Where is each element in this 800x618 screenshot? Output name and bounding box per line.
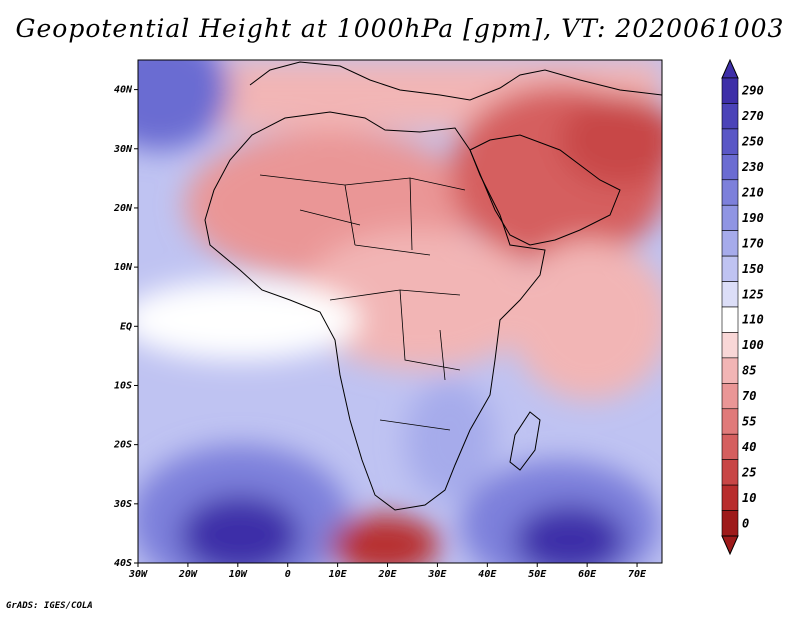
lon-tick-label: 40E	[478, 569, 497, 580]
field-iran-low	[560, 95, 662, 185]
lon-tick-label: 10W	[229, 569, 248, 580]
colorbar-label: 230	[741, 160, 764, 174]
field-indian-high-core	[515, 505, 625, 563]
colorbar-label: 55	[742, 415, 756, 429]
lon-tick-label: 70E	[628, 569, 647, 580]
field-southern-africa	[405, 380, 495, 500]
border-lines	[259, 174, 466, 431]
lon-tick-label: 20E	[377, 569, 397, 580]
colorbar-swatch	[721, 154, 739, 181]
colorbar-swatch	[721, 77, 739, 104]
colorbar-swatch	[721, 204, 739, 231]
colorbar-label: 25	[741, 465, 756, 479]
colorbar-label: 10	[742, 491, 756, 505]
colorbar-swatch	[721, 332, 739, 359]
colorbar-label: 40	[742, 440, 756, 454]
lat-tick-label: EQ	[120, 321, 132, 332]
lat-tick-label: 30N	[113, 144, 133, 155]
colorbar-swatch	[721, 255, 739, 282]
lat-tick-label: 10S	[114, 380, 132, 391]
colorbar-swatch	[721, 179, 739, 206]
madagascar-coastline	[509, 411, 541, 471]
colorbar-swatch	[721, 408, 739, 435]
colorbar-swatch	[721, 357, 739, 384]
colorbar-label: 100	[742, 338, 764, 352]
colorbar-swatch	[721, 281, 739, 308]
colorbar: 2902702502302101901701501251101008570554…	[721, 58, 764, 556]
lon-tick-label: 30E	[427, 569, 447, 580]
field-equator-white	[138, 280, 360, 360]
colorbar-swatch	[721, 383, 739, 410]
colorbar-label: 290	[741, 84, 764, 98]
europe-coastline	[249, 61, 662, 101]
colorbar-label: 270	[741, 109, 764, 123]
colorbar-swatch	[721, 484, 739, 511]
height-field	[138, 60, 662, 563]
colorbar-swatch	[721, 306, 739, 333]
colorbar-swatch	[721, 230, 739, 257]
lat-tick-label: 30S	[113, 499, 132, 510]
lat-tick-label: 40N	[114, 85, 133, 96]
lon-tick-label: 60E	[578, 569, 597, 580]
colorbar-label: 85	[742, 364, 756, 378]
lon-tick-label: 30W	[128, 569, 148, 580]
lon-tick-label: 0	[285, 569, 291, 580]
field-central-africa	[300, 230, 540, 370]
colorbar-swatch	[721, 103, 739, 130]
colorbar-swatch	[721, 510, 739, 537]
colorbar-label: 210	[741, 186, 764, 200]
lat-tick-label: 40S	[114, 558, 132, 569]
coastlines	[204, 61, 662, 511]
colorbar-label: 110	[742, 313, 764, 327]
field-atlantic-high-core	[180, 495, 300, 563]
lon-tick-label: 10E	[329, 569, 348, 580]
africa-coastline	[204, 111, 546, 511]
field-azores-high	[138, 60, 230, 150]
colorbar-label: 250	[741, 135, 764, 149]
colorbar-label: 70	[742, 389, 756, 403]
colorbar-label: 0	[742, 516, 749, 530]
grads-credit: GrADS: IGES/COLA	[6, 601, 93, 611]
map-title: Geopotential Height at 1000hPa [gpm], VT…	[15, 14, 785, 43]
lon-tick-label: 50E	[528, 569, 547, 580]
colorbar-top-arrow	[721, 58, 739, 79]
lat-tick-label: 20N	[113, 203, 133, 214]
lon-tick-label: 20W	[178, 569, 198, 580]
colorbar-bottom-arrow	[721, 535, 739, 556]
arabia-coastline	[469, 134, 621, 246]
colorbar-label: 150	[742, 262, 764, 276]
field-cape-low	[330, 515, 440, 563]
colorbar-label: 125	[742, 287, 764, 301]
colorbar-swatch	[721, 433, 739, 460]
colorbar-swatch	[721, 128, 739, 155]
map-frame	[137, 59, 663, 564]
colorbar-label: 170	[742, 236, 764, 250]
colorbar-swatch	[721, 459, 739, 486]
field-indian-ocean-low	[510, 240, 662, 400]
axis-ticks: 30W 20W 10W 0 10E 20E 30E 40E 50E 60E 70E 40N 30N 20N…	[113, 85, 647, 580]
lat-tick-label: 20S	[113, 440, 132, 451]
colorbar-label: 190	[742, 211, 764, 225]
lat-tick-label: 10N	[114, 262, 133, 273]
